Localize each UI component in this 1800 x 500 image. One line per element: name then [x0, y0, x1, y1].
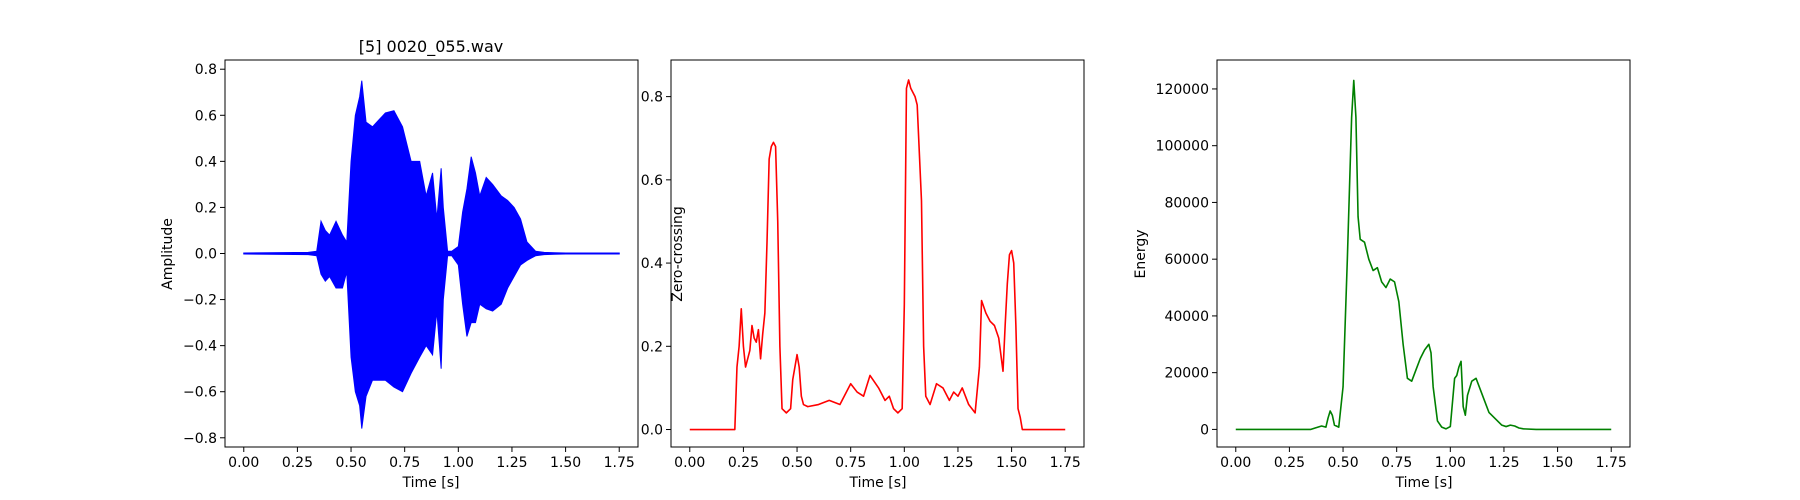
energy-ytick-label: 0: [1200, 422, 1209, 438]
zero-crossing-xtick-label: 1.25: [942, 455, 973, 471]
energy-xtick-label: 0.00: [1220, 455, 1251, 471]
energy-xtick-label: 1.00: [1435, 455, 1466, 471]
zero-crossing-panel: 0.00 0.25 0.50 0.75 1.00 1.25 1.50 1.75 0.0 0.2 0.…: [641, 59, 1085, 491]
energy-ytick-label: 20000: [1164, 366, 1209, 382]
zero-crossing-ytick-label: 0.6: [641, 173, 663, 189]
waveform-ytick-label: 0.2: [195, 200, 217, 216]
energy-ylabel: Energy: [1133, 229, 1149, 278]
waveform-xtick-label: 0.00: [228, 455, 259, 471]
waveform-ytick-label: −0.2: [183, 293, 217, 309]
energy-xtick-label: 0.25: [1274, 455, 1305, 471]
waveform-plot: 0.00 0.25 0.50 0.75 1.00 1.25 1.50 1.75 −0.8 −0.6…: [183, 59, 639, 471]
waveform-xlabel: Time [s]: [402, 475, 460, 491]
waveform-ylabel: Amplitude: [160, 218, 176, 290]
energy-xlabel: Time [s]: [1395, 475, 1453, 491]
waveform-ytick-label: 0.4: [195, 154, 217, 170]
waveform-xtick-label: 0.75: [389, 455, 420, 471]
zero-crossing-axes-frame: [670, 59, 1085, 448]
zero-crossing-plot: 0.00 0.25 0.50 0.75 1.00 1.25 1.50 1.75 0.0 0.2 0.…: [641, 59, 1085, 471]
energy-xtick-label: 1.75: [1596, 455, 1627, 471]
waveform-ytick-label: 0.8: [195, 62, 217, 78]
waveform-ytick-label: −0.8: [183, 431, 217, 447]
waveform-xtick-label: 1.50: [550, 455, 581, 471]
energy-ytick-label: 120000: [1156, 82, 1209, 98]
energy-panel: 0.00 0.25 0.50 0.75 1.00 1.25 1.50 1.75 0 20000 40…: [1133, 59, 1631, 491]
zero-crossing-xlabel: Time [s]: [849, 475, 907, 491]
zero-crossing-ytick-label: 0.4: [641, 256, 663, 272]
zero-crossing-ytick-label: 0.0: [641, 423, 663, 439]
zero-crossing-ytick-label: 0.2: [641, 339, 663, 355]
energy-axes-frame: [1216, 59, 1631, 448]
energy-plot: 0.00 0.25 0.50 0.75 1.00 1.25 1.50 1.75 0 20000 40…: [1156, 59, 1631, 471]
zero-crossing-xtick-label: 0.25: [728, 455, 759, 471]
waveform-xtick-label: 0.25: [282, 455, 313, 471]
waveform-xtick-label: 1.00: [443, 455, 474, 471]
zero-crossing-xtick-label: 0.00: [674, 455, 705, 471]
zero-crossing-xtick-label: 0.50: [781, 455, 812, 471]
waveform-ytick-label: 0.0: [195, 247, 217, 263]
zero-crossing-series-0: [689, 79, 1066, 431]
energy-ytick-label: 60000: [1164, 252, 1209, 268]
waveform-ytick-label: −0.4: [183, 339, 217, 355]
energy-xtick-label: 0.50: [1327, 455, 1358, 471]
zero-crossing-xtick-label: 1.75: [1050, 455, 1081, 471]
zero-crossing-ytick-label: 0.8: [641, 90, 663, 106]
energy-ytick-label: 100000: [1156, 139, 1209, 155]
energy-xtick-label: 1.25: [1488, 455, 1519, 471]
zero-crossing-xtick-label: 1.50: [996, 455, 1027, 471]
energy-ytick-label: 80000: [1164, 195, 1209, 211]
zero-crossing-xtick-label: 0.75: [835, 455, 866, 471]
zero-crossing-xtick-label: 1.00: [889, 455, 920, 471]
waveform-xtick-label: 1.25: [496, 455, 527, 471]
waveform-ytick-label: −0.6: [183, 385, 217, 401]
waveform-xtick-label: 0.50: [335, 455, 366, 471]
waveform-title: [5] 0020_055.wav: [359, 37, 503, 57]
energy-xtick-label: 1.50: [1542, 455, 1573, 471]
waveform-panel: [5] 0020_055.wav 0.00 0.25 0.50 0.75 1.00 1.2…: [160, 37, 639, 491]
energy-xtick-label: 0.75: [1381, 455, 1412, 471]
energy-ytick-label: 40000: [1164, 309, 1209, 325]
zero-crossing-ylabel: Zero-crossing: [670, 206, 686, 301]
energy-series-0: [1235, 79, 1612, 431]
waveform-xtick-label: 1.75: [604, 455, 635, 471]
waveform-ytick-label: 0.6: [195, 108, 217, 124]
